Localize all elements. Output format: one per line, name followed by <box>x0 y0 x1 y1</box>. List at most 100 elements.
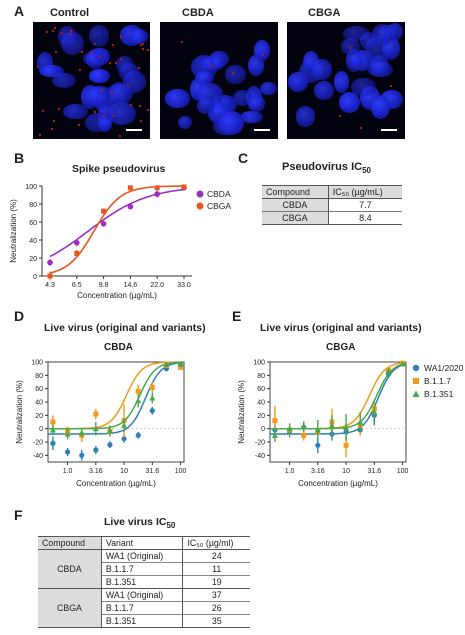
x-tick-label: 31.6 <box>367 468 381 475</box>
signal-speck <box>94 43 97 46</box>
panel-label-b: B <box>14 150 25 166</box>
nucleus <box>57 26 78 47</box>
nucleus <box>340 37 360 56</box>
signal-speck <box>211 65 214 68</box>
data-point-wa1 <box>149 408 155 414</box>
table-c-cell: 7.7 <box>359 200 372 210</box>
table-f: Compound Variant IC₅₀ (µg/ml) CBDA WA1 (… <box>38 536 250 628</box>
data-point-cbda <box>74 239 80 246</box>
x-tick-label: 10 <box>342 468 350 475</box>
signal-speck <box>61 32 64 35</box>
data-point-b1351 <box>163 361 170 368</box>
nucleus <box>83 51 102 66</box>
signal-speck <box>339 114 342 117</box>
signal-speck <box>77 124 80 127</box>
table-f-cell: B.1.351 <box>101 614 184 628</box>
x-tick-label: 100 <box>175 468 187 475</box>
y-tick-label: 20 <box>29 256 37 263</box>
table-f-cell: B.1.1.7 <box>101 562 184 576</box>
legend-marker-cbga <box>196 202 204 210</box>
data-point-b117 <box>149 384 155 390</box>
data-point-b1351 <box>328 422 335 428</box>
x-tick-label: 22.0 <box>150 282 164 289</box>
data-point-wa1 <box>315 442 321 448</box>
nucleus <box>371 95 391 119</box>
nucleus <box>63 104 88 119</box>
table-f-cell: WA1 (Original) <box>101 549 184 563</box>
table-f-header-variant: Variant <box>101 536 184 550</box>
signal-speck <box>261 53 264 56</box>
table-f-cell: 37 <box>211 590 222 600</box>
x-tick-label: 14.6 <box>124 282 138 289</box>
table-f-cell: B.1.351 <box>101 575 184 589</box>
data-point-wa1 <box>50 440 56 446</box>
y-axis-label: Neutralization (%) <box>9 199 18 263</box>
nucleus <box>89 69 110 83</box>
fit-curve-b-1-1-7 <box>270 361 407 430</box>
y-tick-label: 80 <box>29 202 37 209</box>
legend-label: WA1/2020 <box>424 363 464 373</box>
signal-speck <box>140 44 143 47</box>
chart-e-section-title: Live virus (original and variants) <box>260 322 422 334</box>
data-point-cbga <box>154 185 160 191</box>
data-point-b117 <box>343 442 349 448</box>
data-point-b1351 <box>271 432 278 438</box>
signal-speck <box>38 134 41 137</box>
data-point-cbga <box>127 185 133 191</box>
data-point-b1351 <box>385 368 392 374</box>
table-f-cell: 35 <box>211 616 222 626</box>
signal-speck <box>80 51 83 54</box>
nucleus <box>178 115 193 130</box>
nucleus <box>88 25 110 48</box>
signal-speck <box>349 47 352 50</box>
table-c-header-ic50: IC₅₀ (µg/mL) <box>332 187 383 197</box>
table-c-header-compound: Compound <box>262 185 329 199</box>
data-point-b117 <box>301 432 307 438</box>
signal-speck <box>112 44 115 47</box>
table-f-header-compound: Compound <box>38 536 102 550</box>
nucleus <box>295 106 316 127</box>
chart-d-section-title: Live virus (original and variants) <box>44 322 206 334</box>
chart-b-title: Spike pseudovirus <box>72 163 166 175</box>
nucleus <box>98 115 113 132</box>
signal-speck <box>112 114 115 117</box>
nucleus <box>314 80 335 100</box>
x-axis-label: Concentration (µg/mL) <box>77 291 157 300</box>
nucleus <box>116 56 133 73</box>
y-tick-label: -20 <box>33 440 43 447</box>
signal-speck <box>138 66 141 69</box>
y-tick-label: 20 <box>257 413 265 420</box>
fit-curve-wa1-2020 <box>270 363 407 435</box>
signal-speck <box>110 91 113 94</box>
micro-label-cbda: CBDA <box>182 7 214 19</box>
table-f-header-ic50: IC₅₀ (µg/ml) <box>187 538 234 548</box>
micrograph-control <box>33 22 150 139</box>
nucleus <box>334 71 349 93</box>
chart-e-live-virus-cbga: -40 -20 0 20 40 60 80 100 1.0 3.16 10 31.6 100 Concen… <box>237 360 464 489</box>
table-c-cell: CBDA <box>262 198 329 212</box>
signal-speck <box>138 105 141 108</box>
fit-curve-b-1-351 <box>48 361 185 430</box>
signal-speck <box>55 50 58 53</box>
table-f-cell: 26 <box>211 603 222 613</box>
signal-speck <box>108 61 111 64</box>
data-point-b1351 <box>135 397 142 404</box>
nucleus <box>51 72 77 89</box>
micrograph-cbga <box>287 22 405 139</box>
signal-speck <box>147 108 149 111</box>
y-tick-label: 40 <box>29 238 37 245</box>
nucleus <box>338 92 361 114</box>
legend-label: B.1.351 <box>424 389 454 399</box>
micro-label-cbga: CBGA <box>308 7 341 19</box>
chart-d-title: CBDA <box>104 342 133 353</box>
panel-label-a: A <box>14 3 25 19</box>
y-tick-label: 20 <box>35 413 43 420</box>
fit-curve-wa1-2020 <box>48 361 185 435</box>
signal-speck <box>53 119 56 122</box>
signal-speck <box>46 30 49 33</box>
signal-speck <box>98 56 101 59</box>
signal-speck <box>94 111 97 114</box>
table-f-cell: 11 <box>212 564 222 574</box>
nucleus <box>108 101 136 125</box>
fit-curve-cbda <box>49 188 185 258</box>
